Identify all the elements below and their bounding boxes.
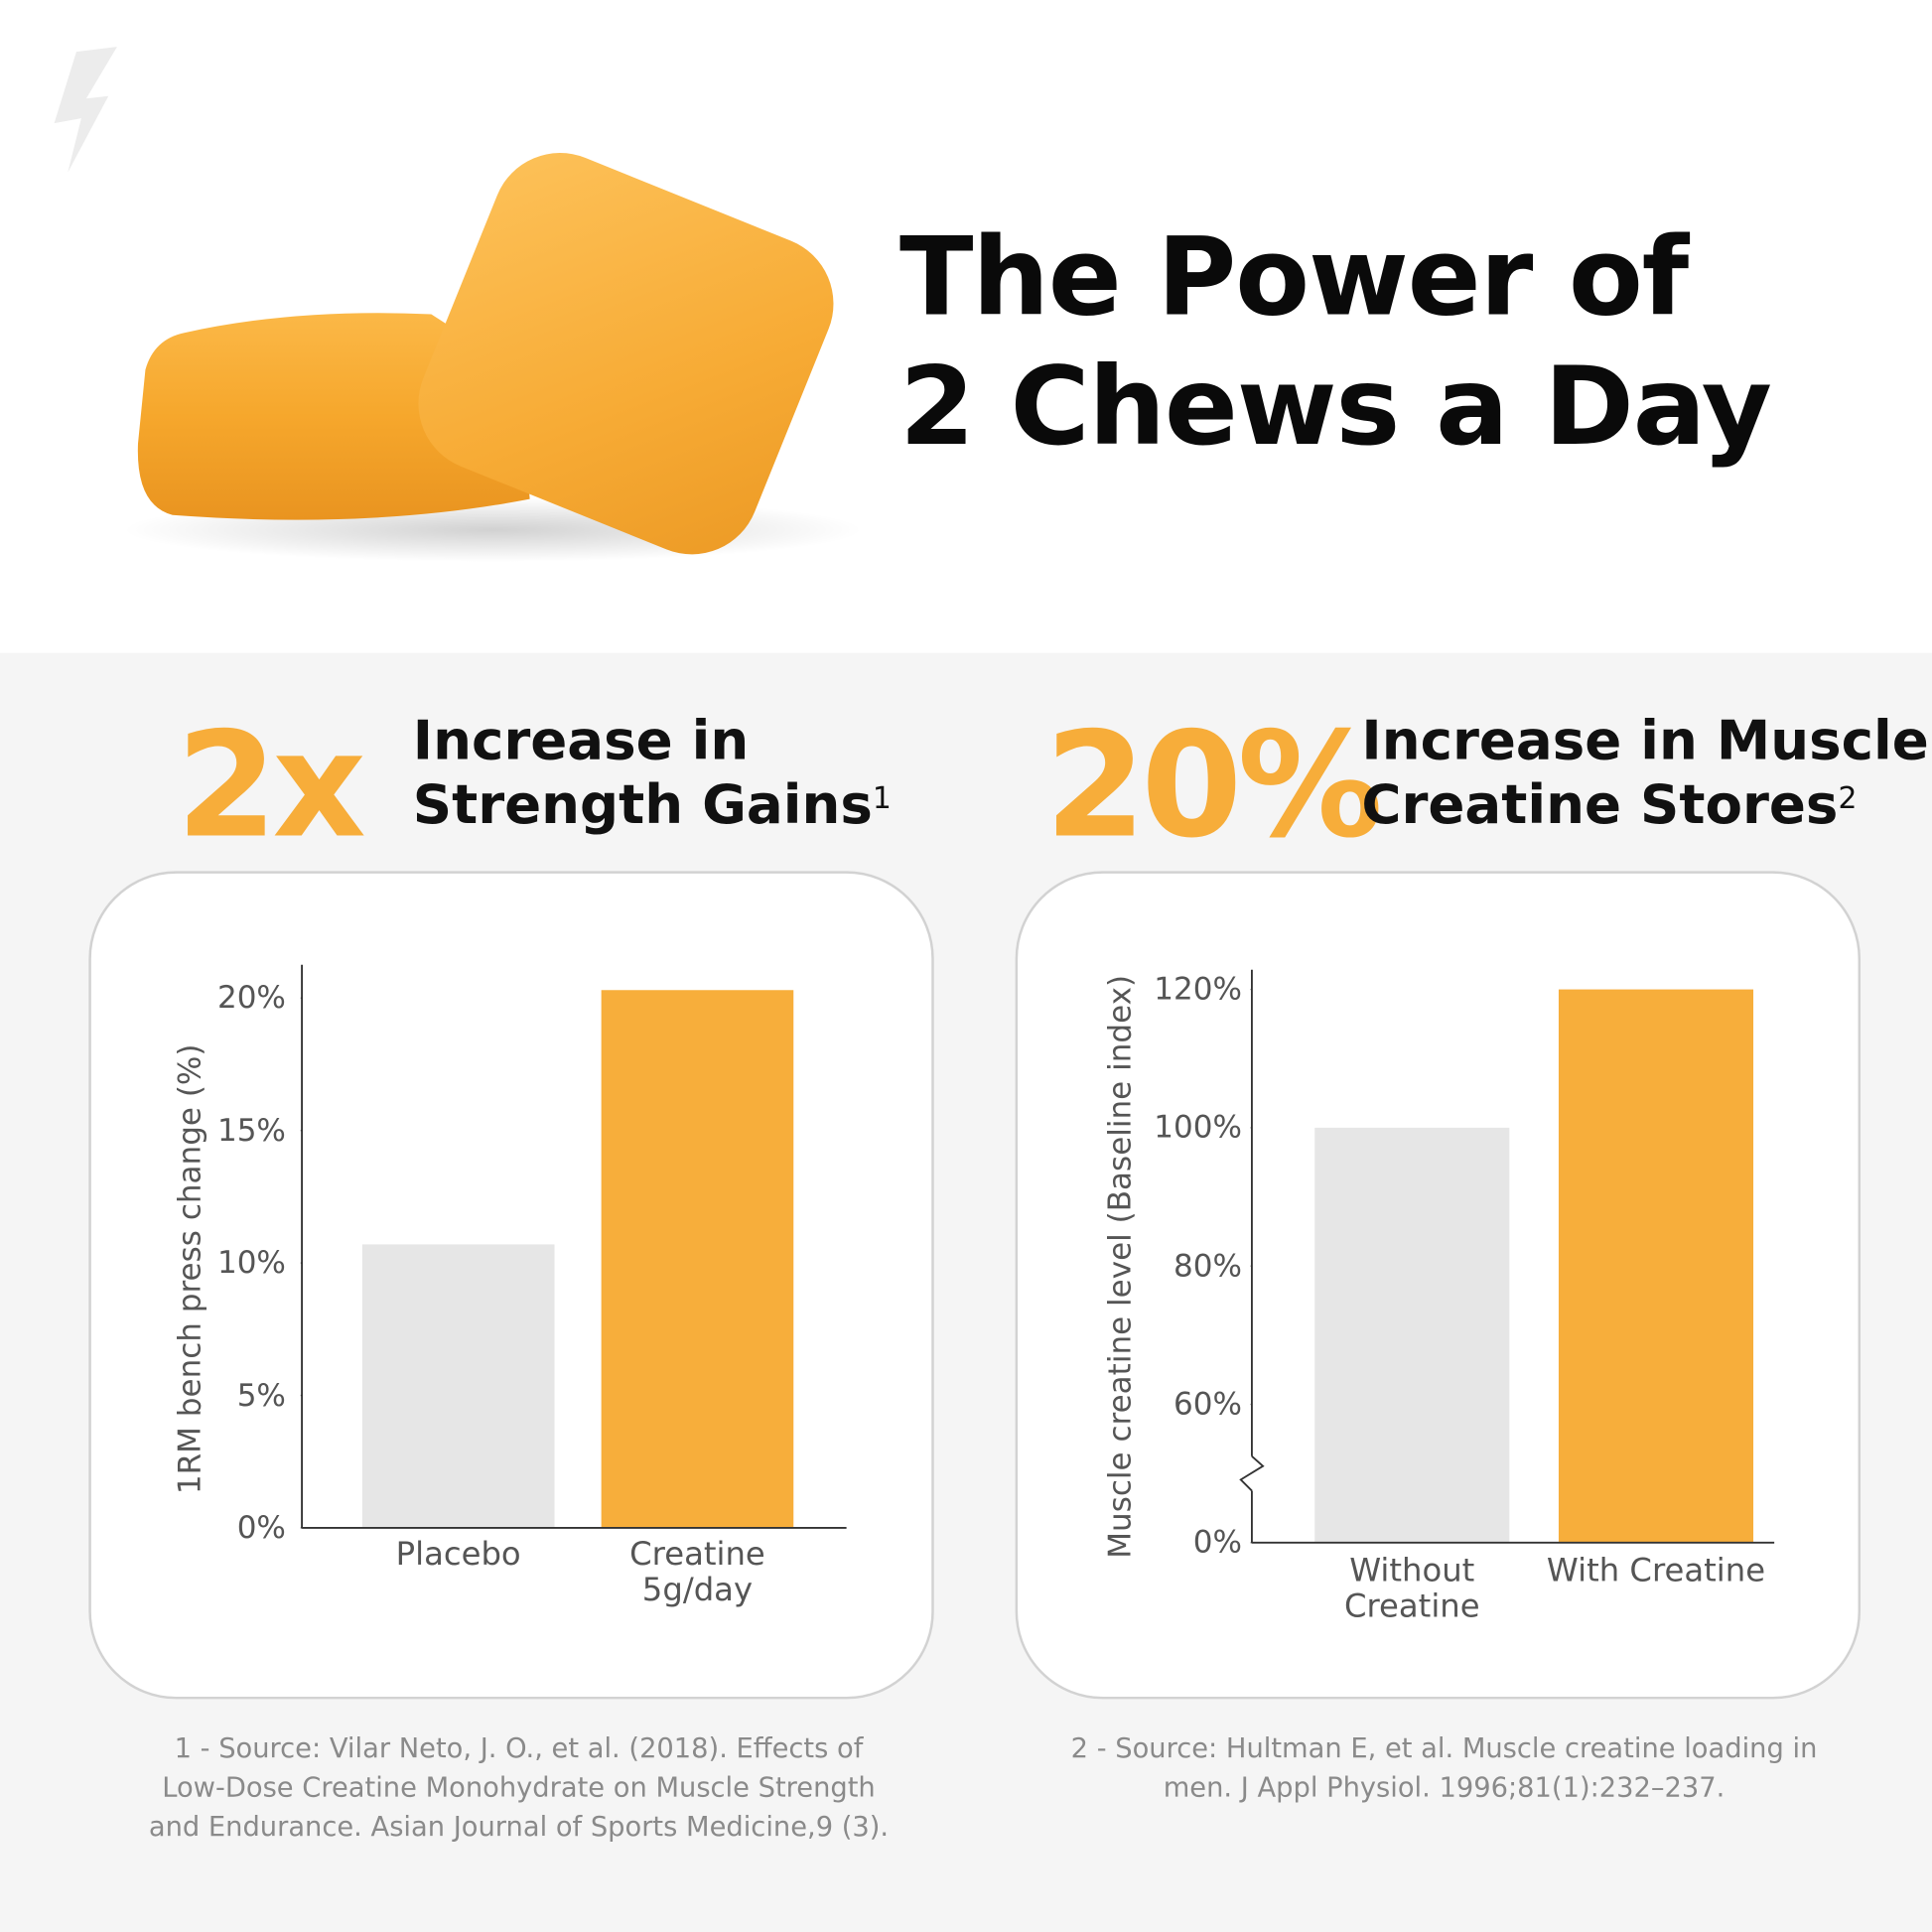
y-tick-label: 5%	[236, 1376, 286, 1413]
y-tick-label: 0%	[1192, 1524, 1242, 1561]
y-tick-label: 20%	[216, 979, 286, 1016]
x-tick-label: With Creatine	[1546, 1552, 1766, 1589]
source-note: 1 - Source: Vilar Neto, J. O., et al. (2…	[148, 1733, 890, 1844]
title: The Power of 2 Chews a Day	[898, 212, 1772, 470]
footnote-mark: 1	[872, 780, 892, 816]
headline-text: Increase in Strength Gains	[412, 709, 873, 837]
logo	[54, 47, 117, 173]
headline: Increase in Strength Gains1	[413, 710, 892, 838]
y-axis-label: 1RM bench press change (%)	[172, 1044, 207, 1495]
stat: 20%	[1044, 699, 1383, 871]
bar	[601, 990, 794, 1528]
headline-text: Increase in Muscle Creatine Stores	[1361, 709, 1929, 837]
bar	[361, 1244, 555, 1528]
y-axis-label: Muscle creatine level (Baseline index)	[1102, 975, 1138, 1559]
x-tick-label: Without Creatine	[1343, 1552, 1480, 1625]
source-note: 2 - Source: Hultman E, et al. Muscle cre…	[1070, 1733, 1818, 1804]
y-tick-label: 0%	[236, 1509, 286, 1546]
y-tick-label: 60%	[1173, 1385, 1242, 1422]
footnote-mark: 2	[1838, 780, 1858, 816]
bar	[1558, 989, 1754, 1543]
axis-break	[1239, 1455, 1265, 1492]
x-tick-label: Placebo	[395, 1536, 521, 1574]
candy	[418, 153, 834, 555]
y-tick-label: 10%	[216, 1244, 286, 1281]
y-tick-label: 100%	[1154, 1109, 1242, 1146]
y-tick-label: 15%	[216, 1112, 286, 1149]
y-tick-label: 80%	[1173, 1247, 1242, 1284]
stat: 2x	[176, 699, 365, 871]
y-tick-label: 120%	[1154, 970, 1242, 1007]
bar	[1314, 1127, 1510, 1543]
headline: Increase in Muscle Creatine Stores2	[1361, 710, 1928, 838]
x-tick-label: Creatine 5g/day	[629, 1536, 765, 1609]
